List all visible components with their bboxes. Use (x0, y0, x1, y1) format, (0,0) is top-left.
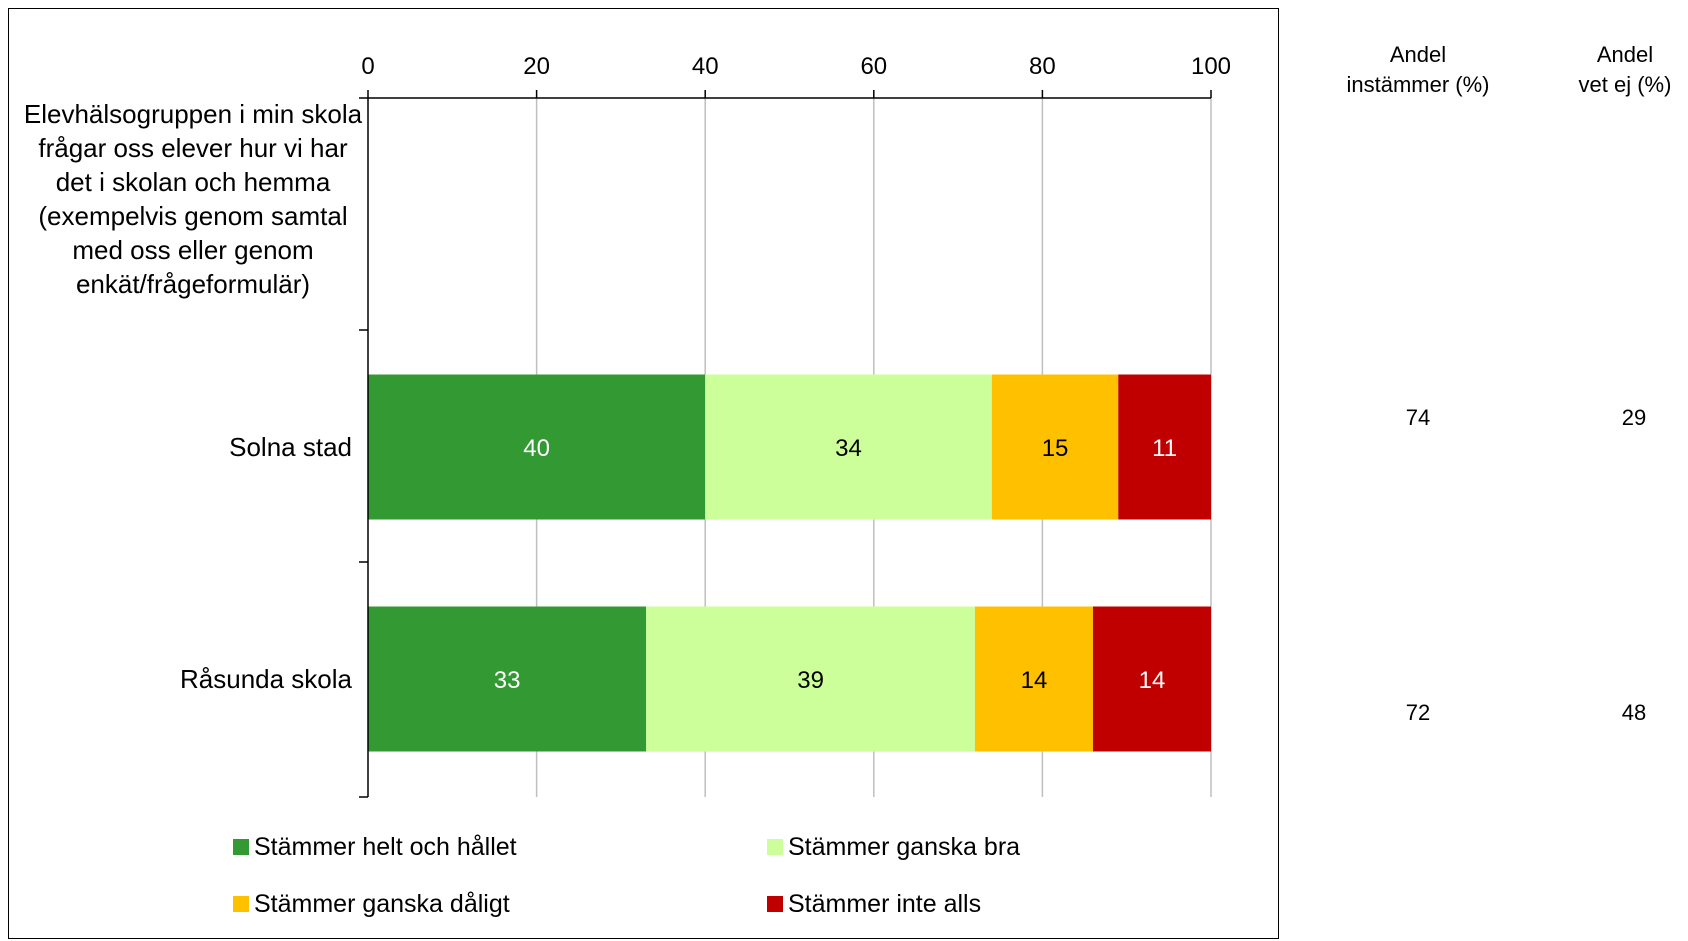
andel-instammer-value: 72 (1405, 700, 1431, 725)
data-label: 14 (1139, 667, 1166, 694)
x-tick-label: 0 (361, 53, 374, 80)
legend-label: Stämmer helt och hållet (254, 833, 517, 861)
data-label: 33 (494, 667, 521, 694)
andel-instammer-value: 74 (1405, 405, 1431, 430)
bar-segment (991, 374, 1119, 520)
header-andel-instammer: Andel instämmer (%) (1333, 40, 1503, 100)
header-andel-vet-ej: Andel vet ej (%) (1565, 40, 1685, 100)
bar-segment (705, 374, 992, 520)
data-label: 14 (1021, 667, 1048, 694)
legend-label: Stämmer ganska dåligt (254, 890, 510, 918)
bar-segment (646, 606, 975, 752)
data-label: 40 (523, 435, 550, 462)
legend-swatch (767, 896, 783, 912)
legend-swatch (767, 839, 783, 855)
bar-segment (1092, 606, 1211, 752)
legend-label: Stämmer ganska bra (788, 833, 1020, 861)
legend-swatch (233, 839, 249, 855)
legend-swatch (233, 896, 249, 912)
x-tick-label: 80 (1029, 53, 1056, 80)
andel-vet-ej-value: 29 (1621, 405, 1647, 430)
data-label: 39 (797, 667, 824, 694)
category-label: Solna stad (229, 432, 352, 462)
x-tick-label: 100 (1191, 53, 1231, 80)
legend-label: Stämmer inte alls (788, 890, 981, 918)
andel-vet-ej-value: 48 (1621, 700, 1647, 725)
data-label: 34 (835, 435, 862, 462)
question-label: Elevhälsogruppen i min skola frågar oss … (23, 99, 363, 299)
x-tick-label: 40 (692, 53, 719, 80)
bar-segment (368, 374, 706, 520)
header-line: instämmer (%) (1346, 72, 1490, 97)
data-label: 15 (1042, 435, 1069, 462)
bar-segment (1118, 374, 1211, 520)
bar-segment (368, 606, 647, 752)
data-label: 11 (1152, 435, 1177, 462)
header-line: Andel (1389, 42, 1447, 67)
x-tick-label: 60 (860, 53, 887, 80)
header-line: Andel (1596, 42, 1654, 67)
x-tick-label: 20 (523, 53, 550, 80)
category-label: Råsunda skola (180, 664, 353, 694)
header-line: vet ej (%) (1578, 72, 1672, 97)
bar-segment (974, 606, 1093, 752)
